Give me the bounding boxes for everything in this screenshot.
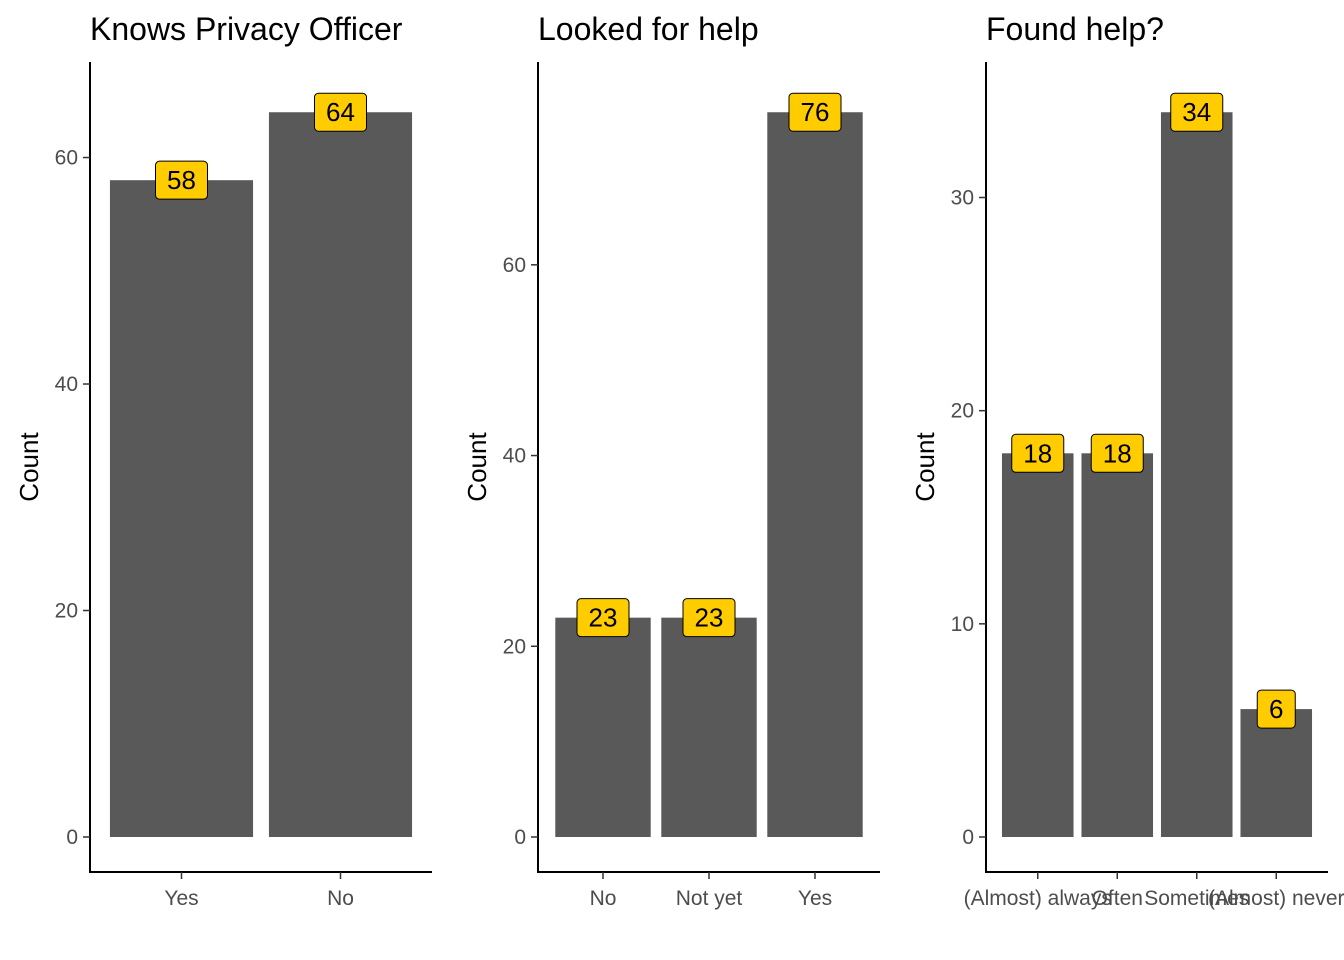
chart-panel: Found help? Count 0 10 20 30 (Almost) always 18… <box>910 11 1344 910</box>
data-label: 23 <box>695 603 724 633</box>
x-tick-label: No <box>590 887 617 910</box>
bar <box>1001 453 1074 837</box>
y-tick-label: 0 <box>66 826 78 849</box>
panel-title: Knows Privacy Officer <box>90 11 403 47</box>
data-label: 58 <box>167 165 196 195</box>
data-label-box <box>788 92 842 132</box>
data-label-box <box>314 92 367 132</box>
chart-panel: Looked for help Count 0 20 40 60 No 23 Not yet 23… <box>462 11 880 910</box>
data-label: 34 <box>1182 97 1211 127</box>
data-label-box <box>682 598 736 638</box>
data-label-box <box>1011 433 1065 473</box>
data-label: 64 <box>326 97 355 127</box>
x-tick-label: (Almost) always <box>964 887 1112 910</box>
panel-title: Found help? <box>986 11 1164 47</box>
bar <box>109 180 254 838</box>
y-tick-label: 30 <box>951 187 974 210</box>
x-tick-label: Often <box>1092 887 1143 910</box>
x-tick-label: No <box>327 887 354 910</box>
data-label: 76 <box>801 97 830 127</box>
data-label: 18 <box>1103 438 1132 468</box>
y-tick-label: 40 <box>503 445 526 468</box>
x-tick-label: (Almost) never <box>1208 887 1344 910</box>
y-tick-label: 60 <box>503 254 526 277</box>
panel-title: Looked for help <box>538 11 759 47</box>
y-axis-title: Count <box>462 432 492 502</box>
y-tick-label: 60 <box>55 147 78 170</box>
bar <box>555 617 651 837</box>
x-tick-label: Yes <box>164 887 198 910</box>
data-label-box <box>155 160 208 200</box>
y-tick-label: 20 <box>55 600 78 623</box>
data-label-box <box>1170 92 1224 132</box>
bar <box>1240 709 1313 837</box>
data-label-box <box>1090 433 1144 473</box>
bar <box>661 617 757 837</box>
y-tick-label: 0 <box>962 826 974 849</box>
x-tick-label: Not yet <box>676 887 743 910</box>
chart-panel: Knows Privacy Officer Count 0 20 40 60 Yes 58 No… <box>14 11 432 910</box>
bar <box>767 112 863 837</box>
data-label: 23 <box>589 603 618 633</box>
y-tick-label: 20 <box>503 635 526 658</box>
y-tick-label: 40 <box>55 373 78 396</box>
data-label: 6 <box>1269 694 1283 724</box>
y-tick-label: 0 <box>514 826 526 849</box>
y-tick-label: 20 <box>951 400 974 423</box>
y-tick-label: 10 <box>951 613 974 636</box>
data-label-box <box>576 598 630 638</box>
x-tick-label: Yes <box>798 887 832 910</box>
bar <box>1081 453 1154 837</box>
x-tick-label: Sometimes <box>1144 887 1249 910</box>
data-label-box <box>1256 689 1296 729</box>
data-label: 18 <box>1023 438 1052 468</box>
bar <box>268 112 413 837</box>
bar <box>1160 112 1233 837</box>
y-axis-title: Count <box>910 432 940 502</box>
y-axis-title: Count <box>14 432 44 502</box>
